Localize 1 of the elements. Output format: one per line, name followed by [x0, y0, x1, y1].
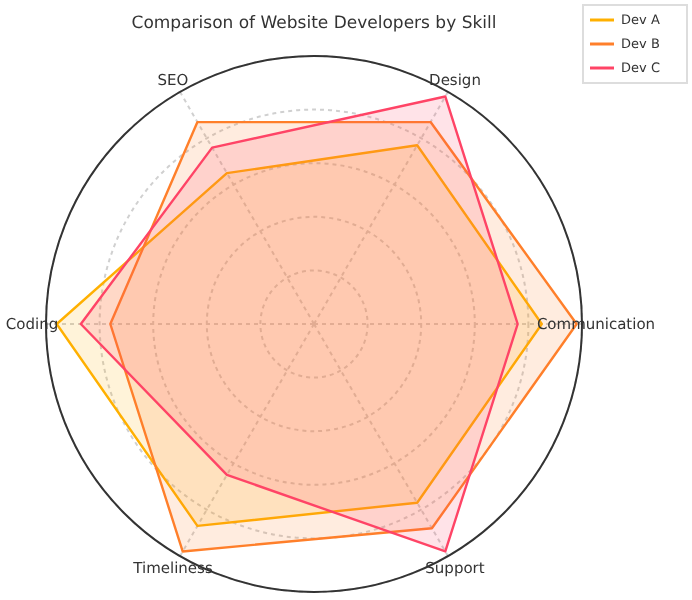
text: Comparison of Website Developers by Skill [131, 14, 497, 34]
